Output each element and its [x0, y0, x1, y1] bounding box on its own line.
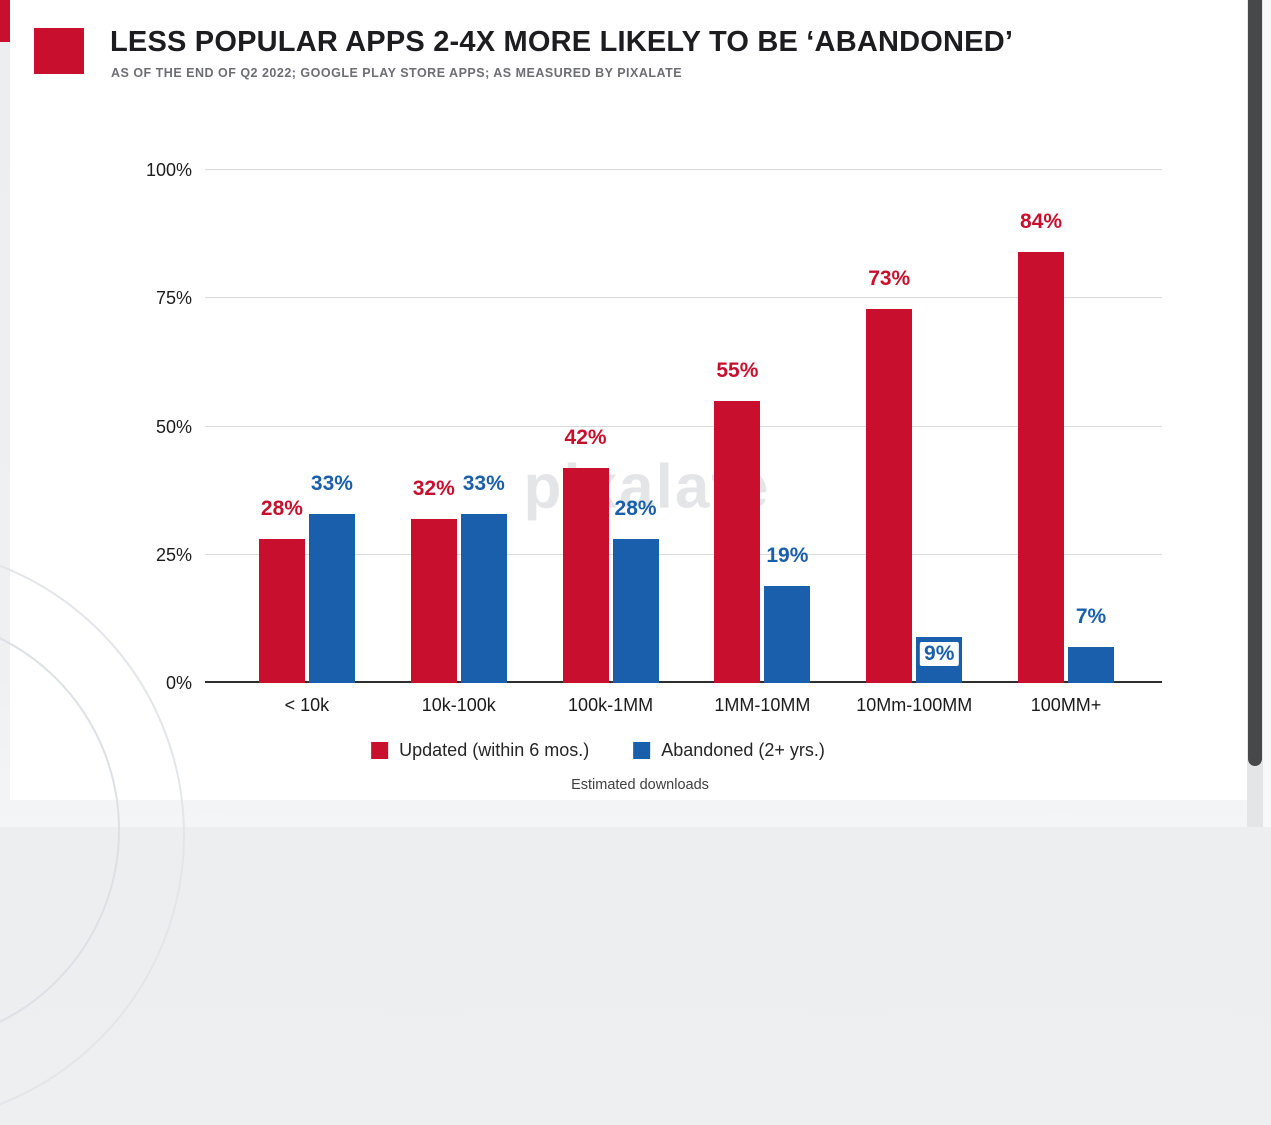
bar-group: 73% 9% [838, 170, 990, 683]
legend-label: Abandoned (2+ yrs.) [661, 740, 825, 760]
bars-layer: 28% 33% 32% 33% 42% 28% 55% 19% 73% 9% 84% 7% [231, 170, 1142, 683]
window-right-edge [1263, 0, 1271, 827]
x-axis-labels: < 10k 10k-100k 100k-1MM 1MM-10MM 10Mm-100MM 1… [231, 695, 1142, 716]
bar-value-label: 84% [1020, 210, 1063, 234]
bar-value-label: 32% [412, 476, 455, 500]
bar-value-label: 42% [564, 425, 607, 449]
abandoned-bar: 9% [916, 636, 963, 683]
bar-value-label: 28% [614, 497, 657, 521]
bar-group: 55% 19% [686, 170, 838, 683]
abandoned-bar: 19% [764, 544, 811, 683]
updated-bar: 55% [714, 359, 761, 683]
y-tick-label: 100% [145, 160, 192, 180]
y-tick-label: 0% [165, 673, 192, 693]
x-category-label: < 10k [284, 695, 330, 715]
plot-area: pixalate 28% 33% 32% 33% 42% 28% 55% 19% 73% 9% 84… [146, 160, 1162, 693]
bar-value-label: 33% [310, 471, 353, 495]
abandoned-bar: 28% [612, 497, 659, 683]
x-category-label: 1MM-10MM [714, 695, 811, 715]
bar-value-label: 19% [766, 543, 809, 567]
legend-swatch [371, 742, 389, 759]
y-tick-label: 25% [155, 544, 192, 565]
gridline [205, 297, 1162, 299]
gridline [205, 553, 1162, 555]
bar-group: 32% 33% [383, 170, 535, 683]
left-accent-sliver [0, 0, 10, 42]
updated-bar: 84% [1018, 210, 1065, 683]
y-tick-label: 50% [155, 416, 192, 437]
bar-group: 84% 7% [990, 170, 1142, 683]
scrollbar-thumb[interactable] [1248, 0, 1262, 766]
x-axis-line [205, 681, 1162, 683]
bar-group: 28% 33% [231, 170, 383, 683]
gridline [205, 169, 1162, 170]
bar-value-label: 33% [462, 471, 505, 495]
abandoned-bar: 7% [1068, 605, 1115, 683]
bar-value-label: 7% [1075, 605, 1107, 629]
bar-value-label: 9% [920, 641, 959, 666]
x-category-label: 100MM+ [1030, 695, 1102, 715]
content-card: LESS POPULAR APPS 2-4X MORE LIKELY TO BE… [10, 0, 1247, 800]
x-category-label: 100k-1MM [568, 695, 654, 715]
bar-group: 42% 28% [535, 170, 687, 683]
abandoned-bar: 33% [308, 472, 355, 683]
legend-item: Abandoned (2+ yrs.) [633, 740, 825, 761]
updated-bar: 32% [410, 477, 457, 683]
gridline [205, 425, 1162, 427]
legend-item: Updated (within 6 mos.) [371, 740, 589, 761]
bar-value-label: 73% [868, 266, 911, 290]
bar-value-label: 55% [716, 358, 759, 382]
x-category-label: 10k-100k [421, 695, 496, 715]
legend-swatch [633, 742, 651, 759]
y-tick-label: 75% [155, 288, 192, 309]
updated-bar: 73% [866, 267, 913, 683]
page-title: LESS POPULAR APPS 2-4X MORE LIKELY TO BE… [110, 26, 1014, 58]
bar-value-label: 28% [260, 497, 303, 521]
page-subtitle: AS OF THE END OF Q2 2022; GOOGLE PLAY ST… [111, 66, 683, 80]
legend-label: Updated (within 6 mos.) [399, 740, 590, 760]
updated-bar: 28% [258, 497, 305, 683]
x-category-label: 10Mm-100MM [856, 695, 973, 715]
updated-bar: 42% [562, 426, 609, 683]
legend: Updated (within 6 mos.) Abandoned (2+ yrs… [371, 740, 825, 761]
scrollbar-track[interactable] [1247, 0, 1263, 827]
abandoned-bar: 33% [460, 472, 507, 683]
x-axis-title: Estimated downloads [571, 777, 709, 793]
brand-accent-square [34, 28, 84, 74]
